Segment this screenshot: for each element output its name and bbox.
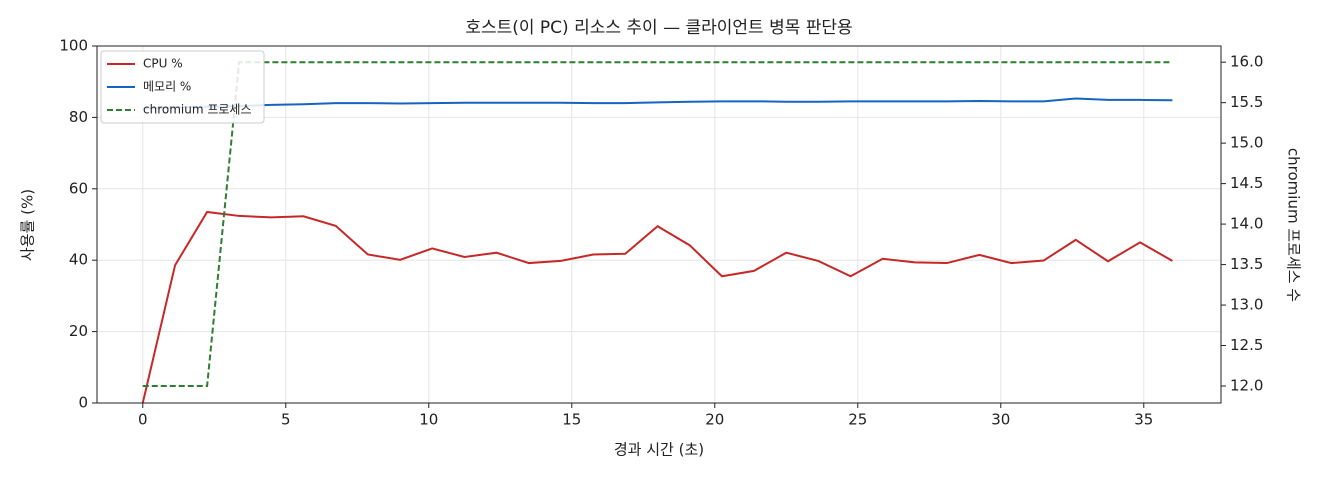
y-tick-label: 100	[59, 37, 88, 55]
y-tick-label: 40	[69, 251, 88, 269]
series-line	[141, 210, 1173, 404]
x-tick-label: 20	[705, 411, 724, 429]
y-tick-label: 20	[69, 322, 88, 340]
x-tick-label: 0	[138, 411, 148, 429]
legend: CPU % 메모리 % chromium 프로세스	[100, 50, 265, 124]
x-tick-label: 10	[419, 411, 438, 429]
y2-tick-label: 12.0	[1230, 377, 1263, 395]
x-tick-label: 30	[991, 411, 1010, 429]
x-tick-label: 5	[281, 411, 291, 429]
legend-label: CPU %	[143, 57, 183, 71]
y2-tick-label: 13.0	[1230, 296, 1263, 314]
series-line	[142, 97, 1173, 110]
legend-label: 메모리 %	[143, 80, 191, 94]
legend-box	[100, 50, 265, 124]
y2-axis-label: chromium 프로세스 수	[1285, 148, 1303, 302]
y-tick-label: 60	[69, 179, 88, 197]
x-tick-label: 35	[1134, 411, 1153, 429]
x-tick-label: 15	[562, 411, 581, 429]
y-tick-label: 0	[78, 394, 88, 412]
y2-tick-label: 14.5	[1230, 174, 1263, 192]
legend-label: chromium 프로세스	[143, 103, 252, 117]
series-line	[142, 61, 1173, 387]
y2-tick-label: 15.5	[1230, 93, 1263, 111]
x-axis-label: 경과 시간 (초)	[614, 441, 704, 459]
y-axis-label: 사용률 (%)	[19, 189, 37, 261]
chart-title: 호스트(이 PC) 리소스 추이 — 클라이언트 병목 판단용	[465, 18, 852, 38]
y2-tick-label: 15.0	[1230, 134, 1263, 152]
x-tick-label: 25	[848, 411, 867, 429]
y2-tick-label: 14.0	[1230, 215, 1263, 233]
plot-frame	[96, 45, 1222, 404]
y2-tick-label: 13.5	[1230, 255, 1263, 273]
y2-tick-label: 12.5	[1230, 336, 1263, 354]
y2-tick-label: 16.0	[1230, 53, 1263, 71]
y-tick-label: 80	[69, 108, 88, 126]
